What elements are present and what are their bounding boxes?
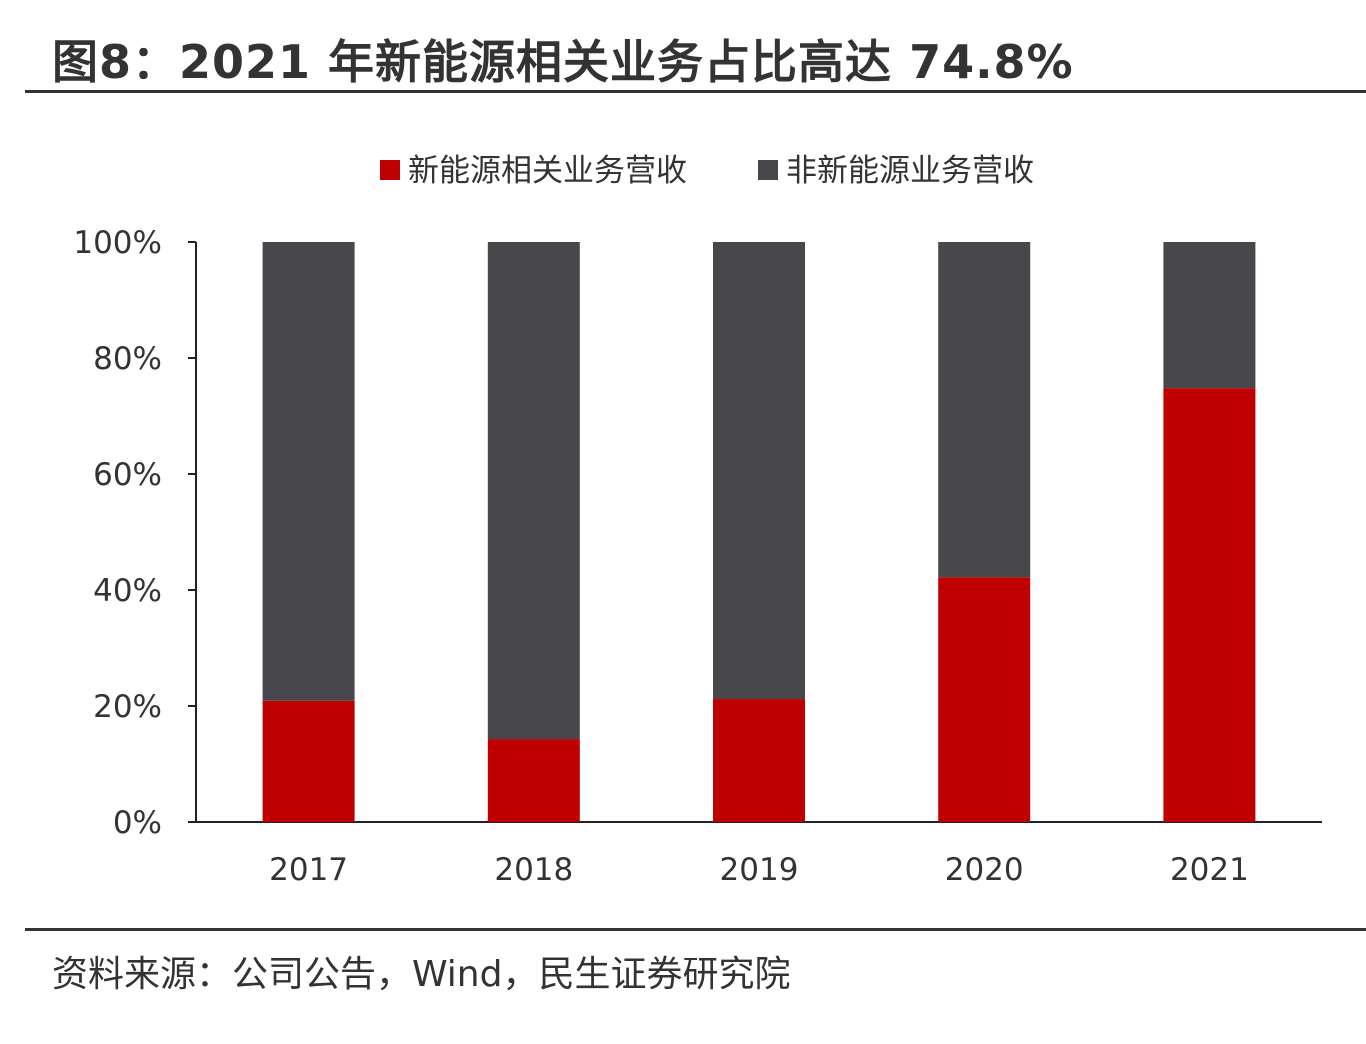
bar-2021-series-1 [1163,242,1256,389]
legend-label: 非新能源业务营收 [786,153,1034,189]
bar-2020-series-1 [938,242,1031,578]
legend-swatch [758,160,778,180]
legend-swatch [380,160,400,180]
y-tick-label: 0% [113,805,162,841]
title-rule [25,90,1366,93]
y-tick-label: 40% [93,573,162,609]
y-tick-label: 20% [93,689,162,725]
bar-2018-series-1 [487,242,580,740]
y-tick-label: 60% [93,457,162,493]
y-tick-label: 100% [73,225,162,261]
bar-2018-series-0 [487,739,580,822]
bar-2021-series-0 [1163,388,1256,822]
bar-2017-series-1 [262,242,355,701]
bar-2020-series-0 [938,577,1031,822]
x-tick-label: 2019 [720,852,799,888]
bar-2017-series-0 [262,700,355,822]
bar-2019-series-0 [713,699,805,822]
x-tick-label: 2017 [269,852,348,888]
figure-title: 图8：2021 年新能源相关业务占比高达 74.8% [52,35,1074,89]
x-tick-label: 2018 [494,852,573,888]
y-tick-label: 80% [93,341,162,377]
source-rule [25,928,1366,931]
bar-2019-series-1 [713,242,805,700]
source-note: 资料来源：公司公告，Wind，民生证券研究院 [52,954,791,995]
x-tick-label: 2021 [1170,852,1249,888]
x-tick-label: 2020 [945,852,1024,888]
legend-label: 新能源相关业务营收 [408,153,687,189]
